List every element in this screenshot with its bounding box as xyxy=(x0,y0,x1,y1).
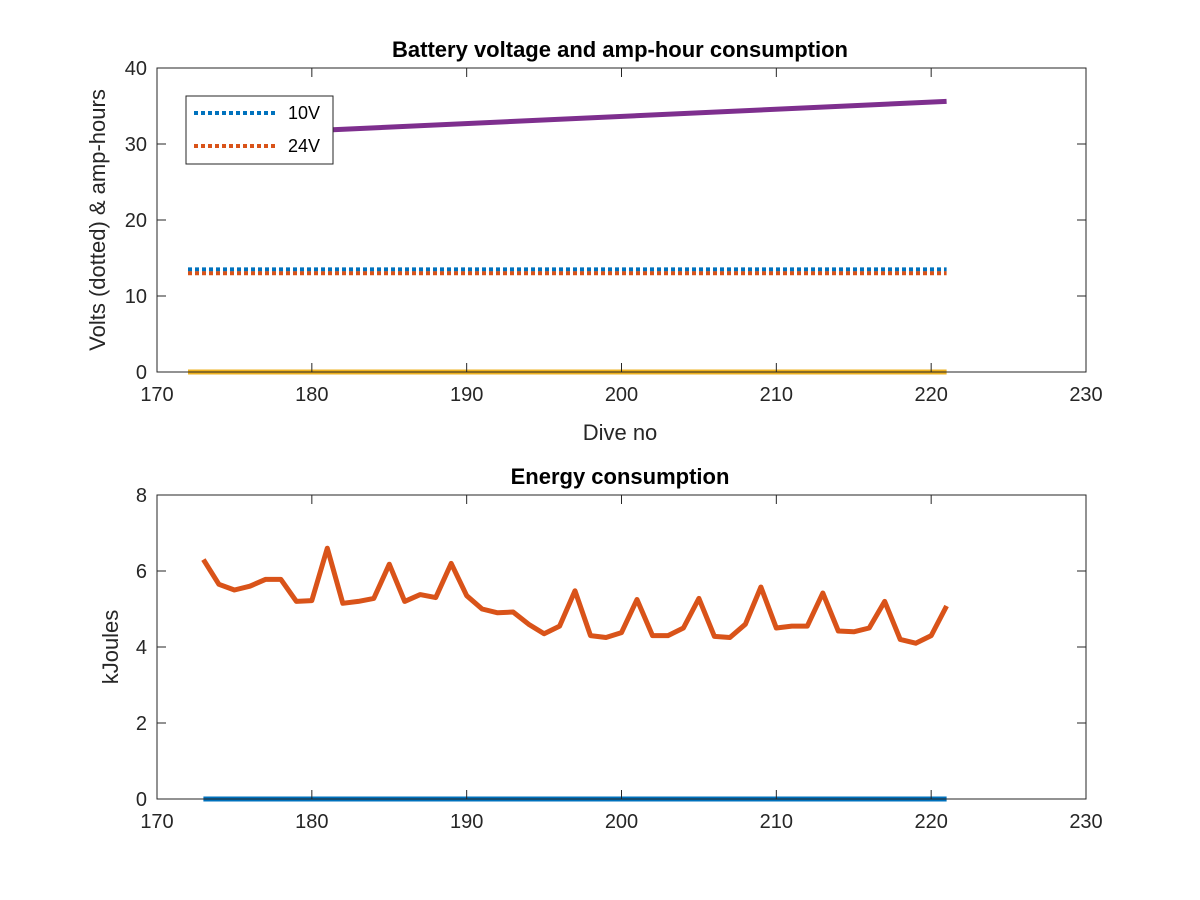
tick-group: 170 180 190 200 210 220 230 0 2 4 6 8 xyxy=(136,485,1103,833)
x-tick-label: 180 xyxy=(295,811,328,833)
energy-subplot: Energy consumption 170 180 190 200 210 220 230… xyxy=(98,464,1103,833)
y-tick-label: 30 xyxy=(125,134,147,156)
tick-group: 170 180 190 200 210 220 230 0 10 20 30 40 xyxy=(125,58,1103,406)
x-tick-label: 220 xyxy=(914,384,947,406)
chart-title: Battery voltage and amp-hour consumption xyxy=(392,37,848,62)
legend: 10V 24V xyxy=(185,95,334,165)
legend-label-10v: 10V xyxy=(288,103,320,123)
x-tick-label: 200 xyxy=(605,811,638,833)
x-tick-label: 190 xyxy=(450,811,483,833)
x-tick-label: 230 xyxy=(1069,384,1102,406)
legend-label-24v: 24V xyxy=(288,136,320,156)
y-tick-label: 8 xyxy=(136,485,147,507)
y-tick-label: 40 xyxy=(125,58,147,80)
x-tick-label: 210 xyxy=(760,384,793,406)
x-tick-label: 230 xyxy=(1069,811,1102,833)
series-line-1 xyxy=(201,545,949,646)
legend-box xyxy=(185,95,334,165)
voltage-amphour-subplot: Battery voltage and amp-hour consumption… xyxy=(85,37,1103,445)
x-tick-label: 220 xyxy=(914,811,947,833)
y-tick-label: 0 xyxy=(136,789,147,811)
x-tick-label: 190 xyxy=(450,384,483,406)
y-tick-label: 0 xyxy=(136,362,147,384)
x-axis-label: Dive no xyxy=(583,420,658,445)
y-tick-label: 20 xyxy=(125,210,147,232)
x-tick-label: 180 xyxy=(295,384,328,406)
x-tick-label: 210 xyxy=(760,811,793,833)
y-tick-label: 10 xyxy=(125,286,147,308)
y-tick-label: 4 xyxy=(136,637,147,659)
x-tick-label: 200 xyxy=(605,384,638,406)
y-axis-label: kJoules xyxy=(98,610,123,685)
y-axis-label: Volts (dotted) & amp-hours xyxy=(85,89,110,351)
y-tick-label: 6 xyxy=(136,561,147,583)
chart-title: Energy consumption xyxy=(511,464,730,489)
y-tick-label: 2 xyxy=(136,713,147,735)
x-tick-label: 170 xyxy=(140,384,173,406)
x-tick-label: 170 xyxy=(140,811,173,833)
